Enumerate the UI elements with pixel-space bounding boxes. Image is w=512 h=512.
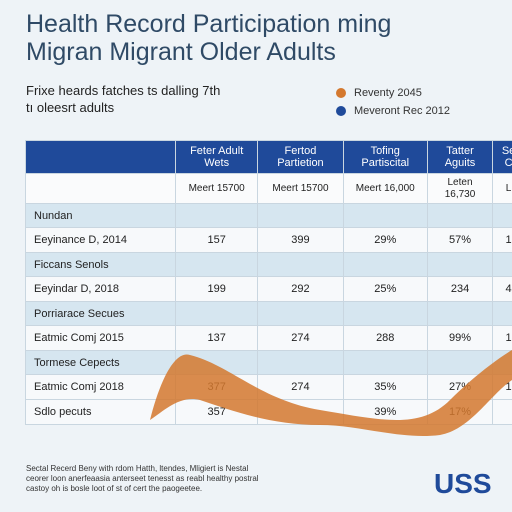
table-cell xyxy=(342,203,428,228)
table-cell xyxy=(257,301,344,326)
header-cell: Tatter Aguits xyxy=(426,140,494,174)
legend-dot xyxy=(336,88,346,98)
footnote-line: Sectal Recerd Beny with rdom Hatth, lten… xyxy=(26,464,249,473)
table-cell xyxy=(342,350,428,375)
table-cell: 35% xyxy=(342,374,428,400)
wave-shape xyxy=(150,350,512,437)
row-label: Ficcans Senols xyxy=(25,252,176,277)
table-cell xyxy=(492,252,512,277)
subtitle-line: tı oleesrt adults xyxy=(26,100,115,115)
header-cell: Se C xyxy=(492,140,512,174)
subheader-cell: Meert 15700 xyxy=(174,173,259,204)
table-cell: 25% xyxy=(342,276,428,302)
subheader-row: Meert 15700 Meert 15700 Meert 16,000 Leten … xyxy=(25,173,512,204)
table-cell xyxy=(426,350,494,375)
table-cell: 292 xyxy=(257,276,344,302)
table-cell xyxy=(257,252,344,277)
table-cell: 199 xyxy=(174,276,259,302)
table-cell xyxy=(426,301,494,326)
subheader-cell: L xyxy=(492,173,512,204)
footnote-line: castoy oh is bosle loot of st of cert th… xyxy=(26,484,203,493)
legend-item: Reventy 2045 xyxy=(336,84,450,102)
legend-dot xyxy=(336,106,346,116)
table-row: Eeyinance D, 2014 157 399 29% 57% 1 xyxy=(25,227,512,253)
header-cell: Tofing Partiscital xyxy=(342,140,428,174)
table-row: Eeyindar D, 2018 199 292 25% 234 4 xyxy=(25,276,512,302)
table-cell: 157 xyxy=(174,227,259,253)
row-label: Porriarace Secues xyxy=(25,301,176,326)
table-cell: 137 xyxy=(174,325,259,351)
header-cell: Feter Adult Wets xyxy=(174,140,259,174)
legend-item: Meveront Rec 2012 xyxy=(336,102,450,120)
table: Feter Adult Wets Fertod Partietion Tofing … xyxy=(25,140,512,425)
table-cell xyxy=(492,399,512,425)
row-label: Eeyindar D, 2018 xyxy=(25,276,176,302)
header-row: Feter Adult Wets Fertod Partietion Tofing … xyxy=(25,140,512,174)
table-row: Eatmic Comj 2015 137 274 288 99% 1 xyxy=(25,325,512,351)
header-cell xyxy=(25,140,176,174)
subtitle-line: Frixe heards fatches ts dalling 7th xyxy=(26,83,221,98)
table-row: Ficcans Senols xyxy=(25,252,512,277)
title-line: Migran Migrant Older Adults xyxy=(26,38,336,66)
table-cell: 29% xyxy=(342,227,428,253)
logo: USS xyxy=(434,468,492,499)
table-cell xyxy=(492,203,512,228)
title: Health Record Participation ming Migran … xyxy=(26,10,391,66)
row-label: Eatmic Comj 2015 xyxy=(25,325,176,351)
title-line: Health Record Participation ming xyxy=(26,10,392,38)
table-cell: 274 xyxy=(257,325,344,351)
table-cell: 4 xyxy=(492,276,512,302)
table-cell: 99% xyxy=(426,325,494,351)
subheader-cell: Meert 16,000 xyxy=(342,173,428,204)
legend: Reventy 2045 Meveront Rec 2012 xyxy=(336,84,450,120)
subheader-cell: Meert 15700 xyxy=(257,173,344,204)
table-row: Nundan xyxy=(25,203,512,228)
table-cell: 399 xyxy=(257,227,344,253)
row-label: Sdlo pecuts xyxy=(25,399,176,425)
legend-label: Meveront Rec 2012 xyxy=(354,105,450,117)
footnote: Sectal Recerd Beny with rdom Hatth, lten… xyxy=(26,464,346,494)
subtitle: Frixe heards fatches ts dalling 7th tı o… xyxy=(26,82,220,116)
table-cell xyxy=(492,301,512,326)
row-label: Nundan xyxy=(25,203,176,228)
row-label: Tormese Cepects xyxy=(25,350,176,375)
table-cell: 57% xyxy=(426,227,494,253)
table-cell xyxy=(342,252,428,277)
table-cell xyxy=(426,252,494,277)
table-cell xyxy=(174,203,259,228)
table-cell xyxy=(174,301,259,326)
row-label: Eatmic Comj 2018 xyxy=(25,374,176,400)
decorative-wave xyxy=(150,350,512,437)
header-cell: Fertod Partietion xyxy=(257,140,344,174)
row-label: Eeyinance D, 2014 xyxy=(25,227,176,253)
table-cell: 1 xyxy=(492,227,512,253)
footnote-line: ceorer loon anerfeaasia anterseet teness… xyxy=(26,474,259,483)
table-row: Porriarace Secues xyxy=(25,301,512,326)
subheader-cell: Leten 16,730 xyxy=(426,173,494,204)
table-cell: 234 xyxy=(426,276,494,302)
subheader-cell xyxy=(25,173,176,204)
table-cell xyxy=(174,252,259,277)
legend-label: Reventy 2045 xyxy=(354,87,422,99)
table-cell xyxy=(426,203,494,228)
table-cell xyxy=(342,301,428,326)
table-cell xyxy=(257,203,344,228)
